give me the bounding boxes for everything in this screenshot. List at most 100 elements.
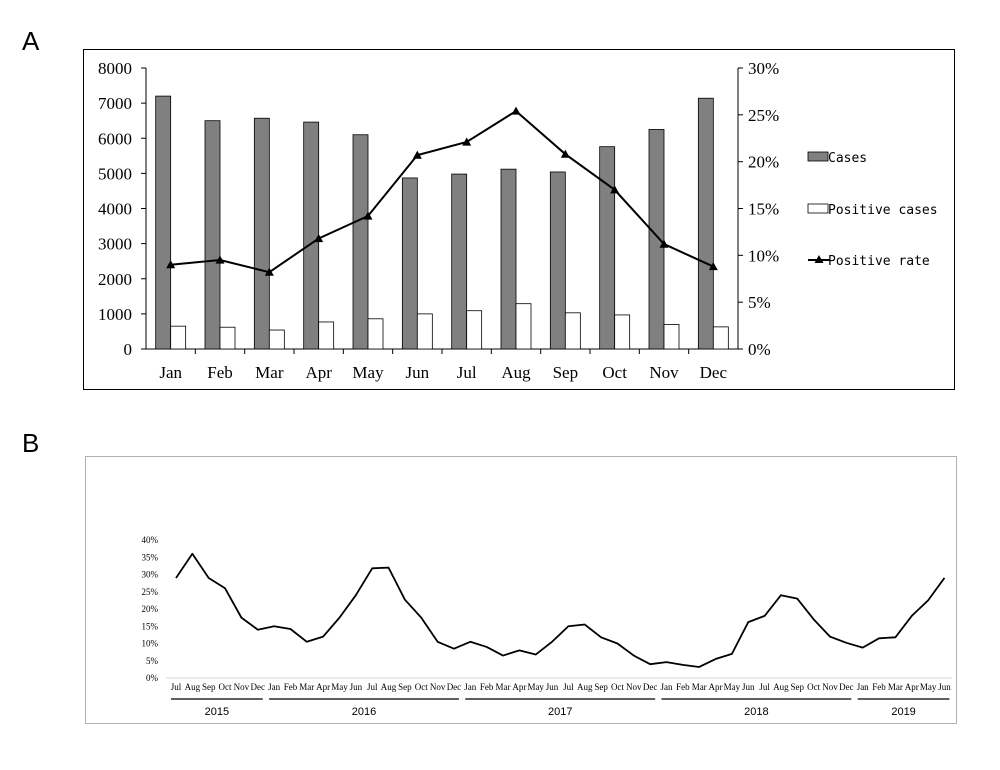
bar-cases — [253, 117, 270, 350]
x-tick-label: Jan — [159, 363, 182, 382]
x-tick-label: May — [527, 682, 544, 692]
x-tick-label: May — [724, 682, 741, 692]
y-tick-label: 5% — [146, 656, 159, 666]
bar-positive-cases — [663, 324, 680, 350]
x-tick-label: Jan — [268, 682, 280, 692]
left-tick-label: 7000 — [98, 94, 132, 113]
x-tick-label: Oct — [415, 682, 428, 692]
x-tick-label: May — [331, 682, 348, 692]
bar-positive-cases — [416, 313, 433, 350]
y-tick-label: 10% — [142, 639, 159, 649]
x-tick-label: Jun — [406, 363, 430, 382]
x-tick-label: Dec — [643, 682, 658, 692]
point-positive-rate — [560, 149, 570, 158]
point-positive-rate — [166, 260, 176, 269]
x-tick-label: Aug — [577, 682, 593, 692]
x-tick-label: Mar — [255, 363, 284, 382]
x-tick-label: Jun — [742, 682, 755, 692]
line-positive-rate-monthly — [175, 552, 946, 668]
left-tick-label: 2000 — [98, 270, 132, 289]
left-tick-label: 5000 — [98, 164, 132, 183]
y-tick-label: 35% — [142, 552, 159, 562]
x-tick-label: Nov — [649, 363, 679, 382]
x-tick-label: Apr — [316, 682, 330, 692]
bar-cases — [648, 129, 665, 350]
point-positive-rate — [412, 150, 422, 159]
point-positive-rate — [363, 211, 373, 220]
bar-cases — [155, 95, 172, 350]
x-tick-label: Mar — [299, 682, 314, 692]
x-tick-label: Nov — [822, 682, 838, 692]
panel-label-a: A — [22, 26, 40, 56]
bar-positive-cases — [318, 321, 335, 350]
x-tick-label: Aug — [381, 682, 397, 692]
chart-b-frame — [85, 456, 957, 724]
right-tick-label: 0% — [748, 340, 771, 359]
point-positive-rate — [215, 255, 225, 264]
bar-positive-cases — [712, 326, 729, 350]
left-tick-label: 6000 — [98, 129, 132, 148]
x-tick-label: Apr — [512, 682, 526, 692]
x-tick-label: Jul — [563, 682, 574, 692]
panel-label-b: B — [22, 428, 40, 458]
x-tick-label: Sep — [594, 682, 608, 692]
right-tick-label: 25% — [748, 106, 779, 125]
right-tick-label: 5% — [748, 293, 771, 312]
y-tick-label: 0% — [146, 673, 159, 683]
bar-positive-cases — [564, 312, 581, 350]
left-tick-label: 8000 — [98, 59, 132, 78]
left-tick-label: 4000 — [98, 200, 132, 219]
x-tick-label: Jan — [464, 682, 476, 692]
x-tick-label: Feb — [207, 363, 233, 382]
legend-label-positive-rate: Positive rate — [828, 254, 930, 269]
year-label: 2019 — [891, 706, 915, 718]
point-positive-rate — [659, 239, 669, 248]
bar-positive-cases — [515, 303, 532, 350]
x-tick-label: Feb — [284, 682, 298, 692]
bar-cases — [500, 168, 517, 350]
x-tick-label: Feb — [480, 682, 494, 692]
y-tick-label: 15% — [142, 621, 159, 631]
bar-cases — [599, 146, 616, 350]
bar-cases — [352, 134, 369, 350]
x-tick-label: Dec — [700, 363, 728, 382]
x-tick-label: Jul — [171, 682, 182, 692]
year-label: 2015 — [205, 706, 229, 718]
x-tick-label: Sep — [202, 682, 216, 692]
bar-positive-cases — [367, 318, 384, 350]
bar-cases — [401, 177, 418, 350]
x-tick-label: Dec — [839, 682, 854, 692]
year-label: 2016 — [352, 706, 376, 718]
x-tick-label: Mar — [692, 682, 707, 692]
y-tick-label: 25% — [142, 587, 159, 597]
line-positive-rate — [170, 109, 714, 274]
x-tick-label: Oct — [611, 682, 624, 692]
point-positive-rate — [264, 267, 274, 276]
x-tick-label: Jun — [350, 682, 363, 692]
x-tick-label: Jul — [759, 682, 770, 692]
right-tick-label: 20% — [748, 153, 779, 172]
point-positive-rate — [314, 233, 324, 243]
x-tick-label: Nov — [430, 682, 446, 692]
y-tick-label: 40% — [142, 535, 159, 545]
x-tick-label: Sep — [398, 682, 412, 692]
chart-a-frame — [83, 49, 955, 390]
x-tick-label: Nov — [234, 682, 250, 692]
x-tick-label: Oct — [219, 682, 232, 692]
year-label: 2017 — [548, 706, 572, 718]
x-tick-label: Oct — [807, 682, 820, 692]
bar-positive-cases — [268, 329, 285, 350]
bar-cases — [549, 171, 566, 350]
legend-swatch-cases — [807, 151, 829, 162]
x-tick-label: May — [352, 363, 384, 382]
x-tick-label: Jul — [457, 363, 477, 382]
x-tick-label: Oct — [602, 363, 627, 382]
x-tick-label: Dec — [447, 682, 462, 692]
x-tick-label: Aug — [773, 682, 789, 692]
x-tick-label: Feb — [676, 682, 690, 692]
x-tick-label: Jun — [546, 682, 559, 692]
right-tick-label: 10% — [748, 246, 779, 265]
left-tick-label: 0 — [124, 340, 133, 359]
